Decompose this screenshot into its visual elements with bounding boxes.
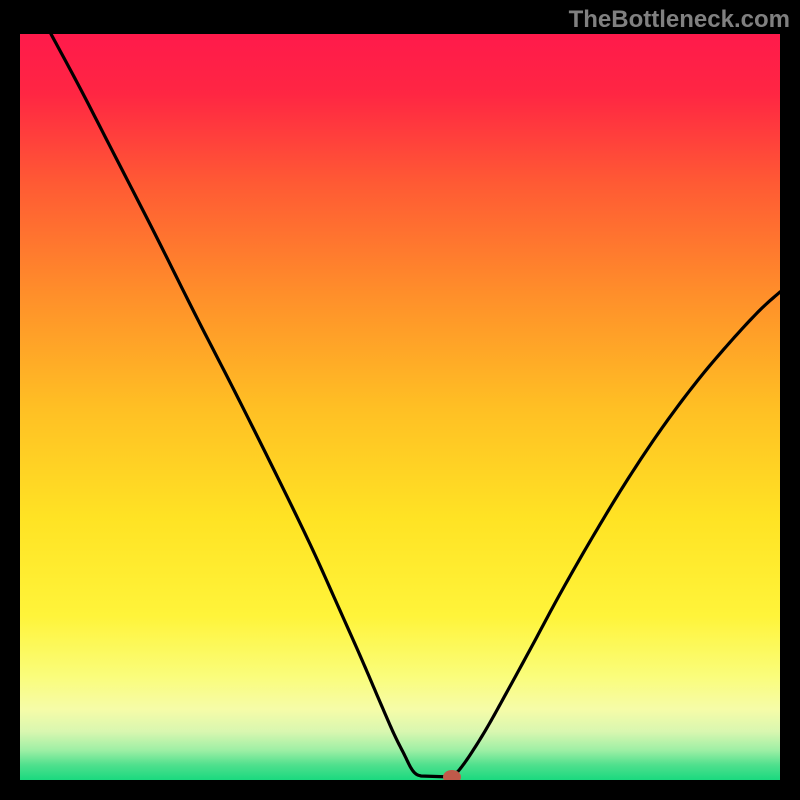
chart-svg <box>20 34 780 780</box>
gradient-background <box>20 34 780 780</box>
watermark-text: TheBottleneck.com <box>569 6 790 34</box>
plot-area <box>20 34 780 780</box>
